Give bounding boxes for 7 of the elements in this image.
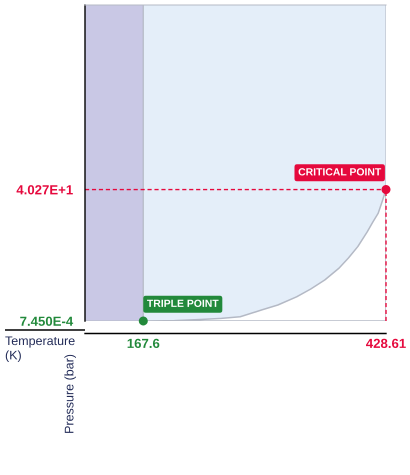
x-tick-label: 428.61 bbox=[366, 338, 406, 348]
y-tick-label: 4.027E+1 bbox=[16, 185, 73, 194]
x-tick-label: 167.6 bbox=[128, 338, 160, 348]
y-tick-label: 7.450E-4 bbox=[20, 316, 74, 326]
annotation: CRITICAL POINT bbox=[298, 168, 382, 176]
y-axis-title: Pressure (bar) bbox=[64, 354, 76, 433]
annotation: TRIPLE POINT bbox=[147, 300, 219, 307]
